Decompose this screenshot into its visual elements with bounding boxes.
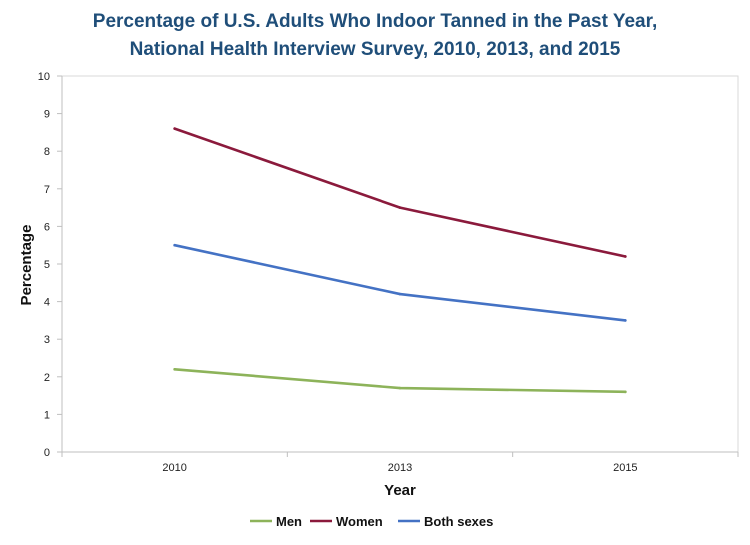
data-point — [173, 367, 176, 371]
y-tick-label: 6 — [44, 221, 50, 233]
series-line-women — [173, 127, 627, 258]
x-axis-title: Year — [384, 482, 416, 499]
legend-item: Both sexes — [398, 514, 493, 529]
y-tick-label: 0 — [44, 447, 50, 459]
x-tick-label: 2015 — [613, 462, 637, 474]
plot-border — [61, 75, 739, 453]
data-point — [173, 127, 176, 130]
x-axis: 2010 2013 2015 — [61, 452, 739, 474]
chart-title-line-1: Percentage of U.S. Adults Who Indoor Tan… — [92, 11, 658, 32]
data-point — [624, 319, 627, 322]
data-point — [624, 255, 627, 258]
y-axis-title: Percentage — [18, 225, 35, 306]
x-tick-label: 2013 — [388, 462, 412, 474]
series-line-both-sexes — [173, 243, 627, 322]
legend-label: Women — [336, 514, 383, 529]
chart-title-line-2: National Health Interview Survey, 2010, … — [129, 39, 621, 60]
legend-item: Women — [310, 514, 383, 529]
y-tick-label: 2 — [44, 372, 50, 384]
legend-label: Men — [276, 514, 302, 529]
legend-item: Men — [250, 514, 302, 529]
plot-area — [61, 75, 739, 453]
series-lines — [173, 127, 627, 394]
legend: Men Women Both sexes — [250, 514, 493, 529]
y-tick-label: 10 — [38, 71, 50, 83]
y-tick-label: 5 — [44, 259, 50, 271]
y-tick-label: 1 — [44, 409, 50, 421]
y-tick-label: 4 — [44, 297, 50, 309]
data-point — [398, 292, 402, 296]
legend-label: Both sexes — [424, 514, 493, 529]
y-tick-label: 9 — [44, 109, 50, 121]
y-tick-label: 3 — [44, 334, 50, 346]
data-point — [398, 206, 402, 209]
data-point — [173, 243, 176, 247]
data-point — [398, 386, 402, 390]
data-point — [624, 390, 627, 394]
chart-title: Percentage of U.S. Adults Who Indoor Tan… — [0, 8, 750, 64]
x-tick-label: 2010 — [162, 462, 186, 474]
y-tick-label: 8 — [44, 146, 50, 158]
y-axis: 0 1 2 3 4 5 6 7 8 9 10 — [38, 71, 62, 459]
y-tick-label: 7 — [44, 184, 50, 196]
